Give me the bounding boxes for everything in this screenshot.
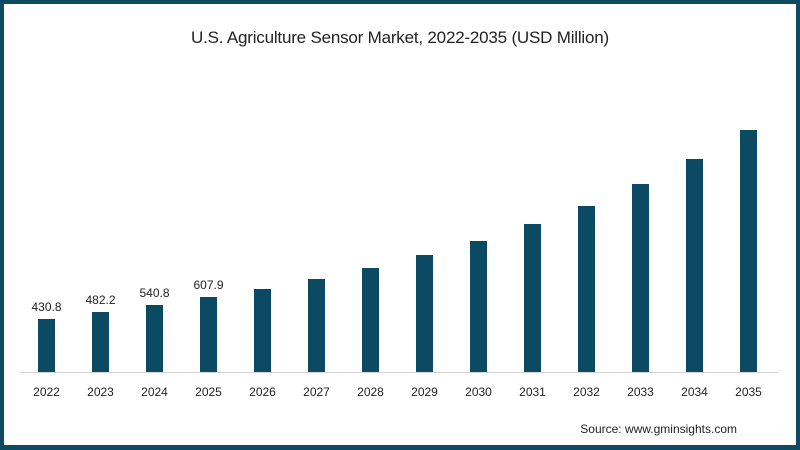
chart-title: U.S. Agriculture Sensor Market, 2022-203…	[191, 28, 609, 47]
bar-2033	[632, 184, 649, 373]
bar-2028	[362, 268, 379, 373]
bar-2030	[470, 240, 487, 373]
value-label-2025: 607.9	[193, 277, 224, 292]
bar-2031	[524, 224, 541, 373]
x-tick-label-2030: 2030	[465, 385, 492, 399]
x-tick-label-2031: 2031	[519, 385, 546, 399]
bar-2022	[38, 318, 55, 373]
x-tick-label-2024: 2024	[141, 385, 168, 399]
x-tick-label-2027: 2027	[303, 385, 330, 399]
bar-2029	[416, 255, 433, 373]
bar-2023	[92, 312, 109, 373]
bar-2027	[308, 278, 325, 373]
x-tick-label-2029: 2029	[411, 385, 438, 399]
bar-2032	[578, 205, 595, 373]
x-tick-label-2034: 2034	[681, 385, 708, 399]
bar-2024	[146, 305, 163, 373]
x-tick-label-2025: 2025	[195, 385, 222, 399]
x-tick-label-2023: 2023	[87, 385, 114, 399]
x-tick-label-2033: 2033	[627, 385, 654, 399]
x-tick-label-2032: 2032	[573, 385, 600, 399]
x-tick-label-2022: 2022	[33, 385, 60, 399]
bar-2025	[200, 296, 217, 373]
x-axis-line	[20, 372, 778, 373]
value-label-2023: 482.2	[85, 293, 116, 308]
bar-2026	[254, 288, 271, 373]
source-note: Source: www.gminsights.com	[580, 422, 737, 436]
x-tick-label-2028: 2028	[357, 385, 384, 399]
bar-2034	[686, 159, 703, 373]
x-tick-label-2026: 2026	[249, 385, 276, 399]
x-tick-label-2035: 2035	[735, 385, 762, 399]
value-label-2022: 430.8	[31, 299, 62, 314]
value-label-2024: 540.8	[139, 286, 170, 301]
bar-2035	[740, 129, 757, 373]
